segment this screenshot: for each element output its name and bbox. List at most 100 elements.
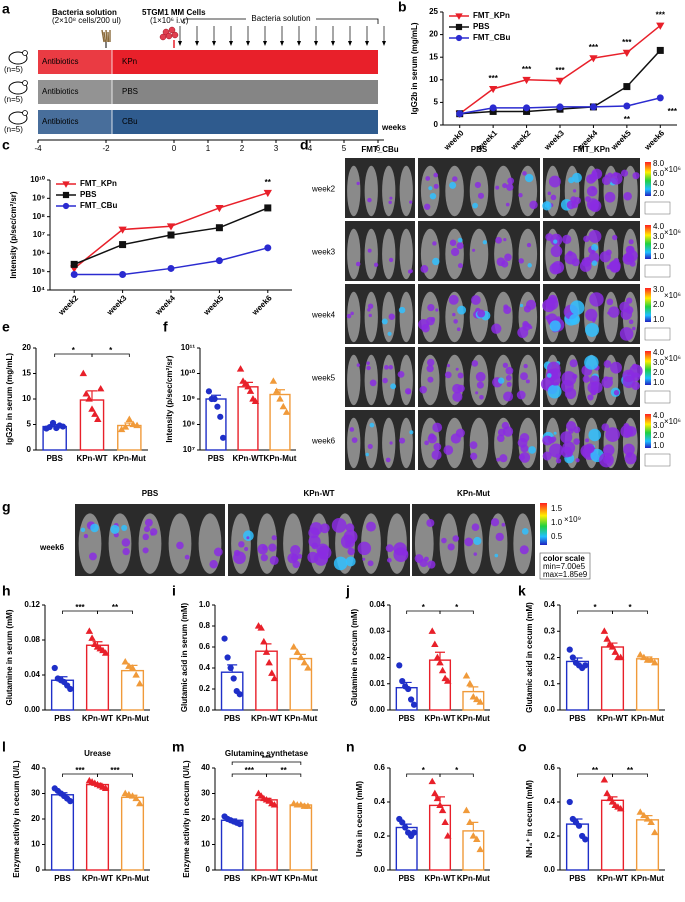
- signal-blob: [307, 551, 319, 563]
- signal-blob: [525, 299, 537, 310]
- x-tick-label: KPn-WT: [251, 874, 282, 883]
- panel-label: b: [398, 0, 407, 15]
- signal-blob: [585, 438, 589, 443]
- significance: **: [627, 766, 634, 775]
- signal-blob: [495, 236, 503, 244]
- mouse-ear: [22, 50, 28, 56]
- comparison-bracket: [439, 610, 474, 614]
- data-point: [230, 675, 237, 682]
- signal-blob: [545, 233, 554, 241]
- colorbar-unit: ×10⁶: [664, 228, 681, 237]
- data-point: [214, 403, 221, 410]
- x-tick-label: KPn-Mut: [284, 874, 317, 883]
- signal-blob: [367, 308, 371, 312]
- signal-blob: [549, 320, 561, 332]
- signal-blob: [506, 183, 514, 191]
- colorbar-label: 4.0: [653, 222, 665, 231]
- signal-blob: [601, 176, 612, 186]
- mouse-body: [513, 513, 533, 574]
- signal-blob: [591, 168, 603, 180]
- signal-blob: [561, 371, 577, 386]
- mouse-body: [469, 228, 489, 280]
- signal-blob: [569, 359, 578, 368]
- time-tick-label: 6: [376, 144, 381, 153]
- y-axis-label: Enzyme activity in cecum (U/L): [182, 760, 191, 878]
- signal-blob: [110, 524, 120, 534]
- signal-blob: [367, 248, 372, 253]
- data-point: [94, 415, 102, 422]
- signal-blob: [584, 355, 599, 370]
- significance: ***: [555, 66, 565, 75]
- signal-blob: [426, 358, 435, 367]
- y-tick-label: 0.0: [199, 705, 211, 714]
- y-tick-label: 0.00: [24, 705, 40, 714]
- signal-blob: [399, 437, 406, 444]
- signal-blob: [432, 422, 443, 433]
- bar: [565, 823, 590, 871]
- treatment-label: Antibiotics: [42, 117, 78, 126]
- mouse-body: [439, 513, 459, 574]
- signal-blob: [297, 553, 303, 559]
- signal-blob: [469, 441, 478, 449]
- data-point: [125, 662, 133, 669]
- y-axis-label: Urea in cecum (mM): [355, 781, 364, 857]
- signal-blob: [523, 363, 528, 369]
- data-point: [276, 395, 284, 402]
- signal-blob: [384, 365, 389, 370]
- signal-blob: [346, 313, 352, 319]
- signal-blob: [150, 528, 158, 536]
- signal-blob: [356, 181, 360, 186]
- signal-blob: [505, 366, 514, 375]
- data-point: [279, 402, 288, 410]
- data-point: [656, 22, 665, 30]
- data-point: [270, 801, 279, 808]
- panel-label: g: [2, 499, 11, 515]
- signal-blob: [599, 251, 611, 263]
- y-axis-label: Intensity (p/sec/cm²/sr): [165, 355, 174, 442]
- signal-blob: [388, 313, 395, 320]
- dose-arrow-head: [331, 41, 335, 46]
- data-point: [603, 789, 611, 797]
- panel-label: f: [163, 319, 168, 335]
- colorbar-label: 1.0: [653, 441, 665, 450]
- x-tick-label: KPn-WT: [424, 874, 455, 883]
- time-tick-label: 1: [206, 144, 211, 153]
- colorbar-unit: ×10⁹: [564, 515, 581, 524]
- y-tick-label: 10⁷: [183, 445, 195, 454]
- scale-max: max=1.85e9: [543, 570, 588, 579]
- signal-blob: [451, 247, 460, 257]
- row-label: week4: [311, 311, 336, 320]
- signal-blob: [522, 320, 529, 328]
- data-point: [215, 224, 223, 232]
- signal-blob: [547, 384, 562, 399]
- signal-blob: [90, 523, 99, 533]
- x-tick-label: KPn-Mut: [631, 874, 664, 883]
- data-point: [282, 408, 291, 415]
- y-tick-label: 10¹⁰: [30, 175, 46, 184]
- signal-blob: [345, 523, 355, 533]
- signal-blob: [519, 433, 530, 443]
- data-point: [49, 419, 57, 427]
- bar: [220, 819, 244, 871]
- signal-blob: [452, 535, 460, 542]
- dose-arrow-head: [246, 41, 250, 46]
- mouse-body: [518, 228, 538, 280]
- signal-blob: [628, 319, 634, 325]
- data-point: [651, 828, 659, 836]
- signal-blob: [409, 430, 414, 435]
- data-point: [85, 395, 93, 402]
- signal-blob: [503, 306, 512, 315]
- data-point: [236, 821, 243, 828]
- mouse-ear: [22, 80, 28, 86]
- signal-blob: [613, 390, 620, 396]
- row-label: week6: [311, 437, 336, 446]
- signal-blob: [528, 446, 536, 454]
- signal-blob: [424, 203, 431, 210]
- data-point: [438, 806, 447, 814]
- signal-blob: [572, 189, 577, 193]
- y-tick-label: 0.4: [199, 663, 211, 672]
- signal-blob: [592, 317, 597, 321]
- signal-blob: [623, 429, 630, 436]
- mouse-body: [399, 228, 413, 280]
